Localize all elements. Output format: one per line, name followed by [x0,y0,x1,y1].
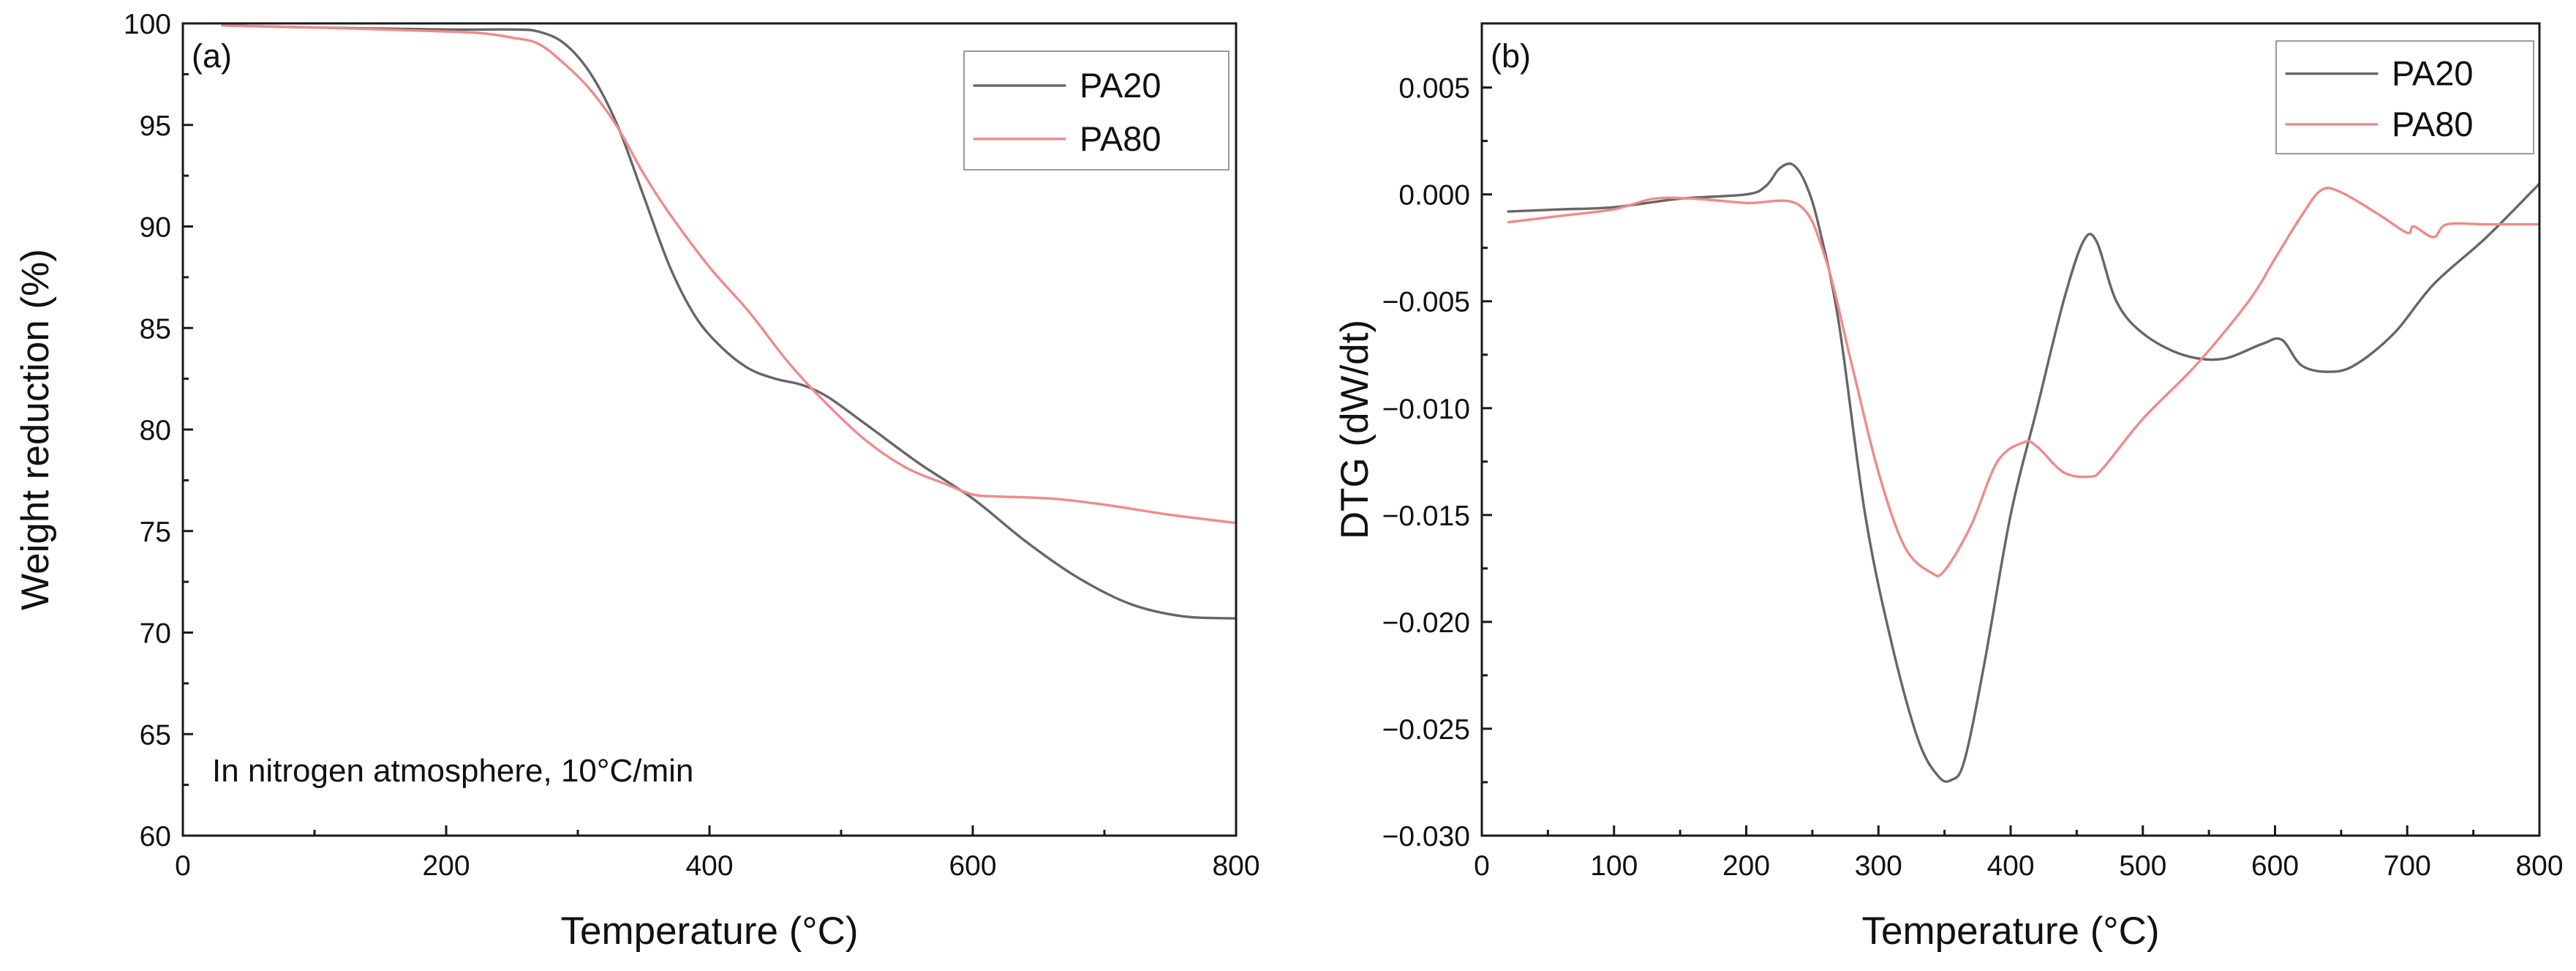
panel-a-y-tick-label: 60 [140,821,171,852]
panel-a-y-tick-label: 95 [140,110,171,142]
panel-a-y-tick-label: 65 [140,719,171,751]
panel-b-x-tick-label: 800 [2515,850,2563,882]
panel-a-series-pa80 [221,24,1236,525]
panel-b-y-axis-title: DTG (dW/dt) [1333,320,1376,539]
panel-b-x-axis-title: Temperature (°C) [1861,910,2159,953]
panel-b-x-tick-label: 500 [2119,850,2166,882]
panel-a-chart: 0 200 400 600 800 60 65 70 75 80 85 90 95 100 (a) Tem… [14,9,1260,953]
panel-b-x-tick-label: 300 [1855,850,1902,882]
panel-a-x-tick-label: 0 [175,850,191,882]
panel-a-y-tick-label: 70 [140,618,171,650]
panel-b-y-tick-label: −0.010 [1382,394,1470,425]
panel-a-label: (a) [192,37,232,75]
panel-b-y-tick-label: −0.025 [1382,714,1470,746]
panel-a-x-tick-label: 400 [685,850,733,882]
panel-b-y-tick-label: 0.000 [1398,180,1470,211]
panel-b-x-tick-label: 100 [1590,850,1638,882]
panel-b-y-tick-label: −0.015 [1382,501,1470,532]
panel-a-y-tick-label: 75 [140,517,171,548]
panel-a-x-tick-label: 800 [1212,850,1259,882]
panel-b-legend: PA20 PA80 [2275,40,2534,154]
panel-a-x-tick-label: 600 [949,850,996,882]
panel-a-legend: PA20 PA80 [963,50,1229,170]
panel-a-legend-label-pa20: PA20 [1080,66,1161,105]
panel-b-x-tick-label: 600 [2251,850,2299,882]
panel-b-x-tick-label: 700 [2384,850,2431,882]
panel-b-y-tick-label: −0.020 [1382,607,1470,639]
panel-a-y-tick-label: 90 [140,212,171,244]
panel-b-series-pa80 [1507,187,2539,577]
panel-a-legend-label-pa80: PA80 [1080,119,1161,158]
panel-a-annotation: In nitrogen atmosphere, 10°C/min [212,753,693,789]
panel-b-y-tick-label: 0.005 [1398,73,1470,105]
panel-b-chart: 0 100 200 300 400 500 600 700 800 −0.030 −0.025 −0.… [1333,22,2564,953]
panel-b-series-pa20 [1507,162,2539,783]
panel-a-x-axis-title: Temperature (°C) [560,910,858,953]
panel-b-x-tick-label: 200 [1722,850,1770,882]
panel-a-y-tick-label: 85 [140,313,171,345]
panel-a-y-tick-label: 100 [124,9,171,40]
panel-b-legend-box [2275,40,2534,154]
panel-b-x-tick-label: 400 [1986,850,2034,882]
panel-b-y-tick-label: −0.030 [1382,821,1470,852]
panel-a-series-pa20 [221,24,1236,620]
panel-b-y-tick-label: −0.005 [1382,287,1470,318]
panel-a-y-axis-title: Weight reduction (%) [14,249,57,610]
panel-b-legend-label-pa20: PA20 [2392,54,2474,93]
panel-a-y-tick-label: 80 [140,415,171,446]
panel-a-legend-box [963,50,1229,170]
panel-b-label: (b) [1491,37,1531,75]
panel-b-x-tick-label: 0 [1474,850,1490,882]
panel-a-x-tick-label: 200 [422,850,470,882]
panel-b-legend-label-pa80: PA80 [2392,105,2474,143]
